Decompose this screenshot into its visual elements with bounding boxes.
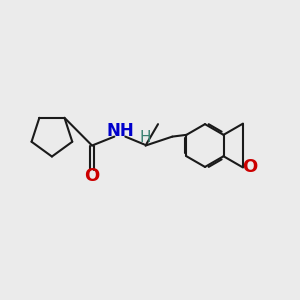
Text: O: O [242,158,257,176]
Text: H: H [139,130,151,145]
Text: NH: NH [106,122,134,140]
Text: O: O [84,167,100,185]
